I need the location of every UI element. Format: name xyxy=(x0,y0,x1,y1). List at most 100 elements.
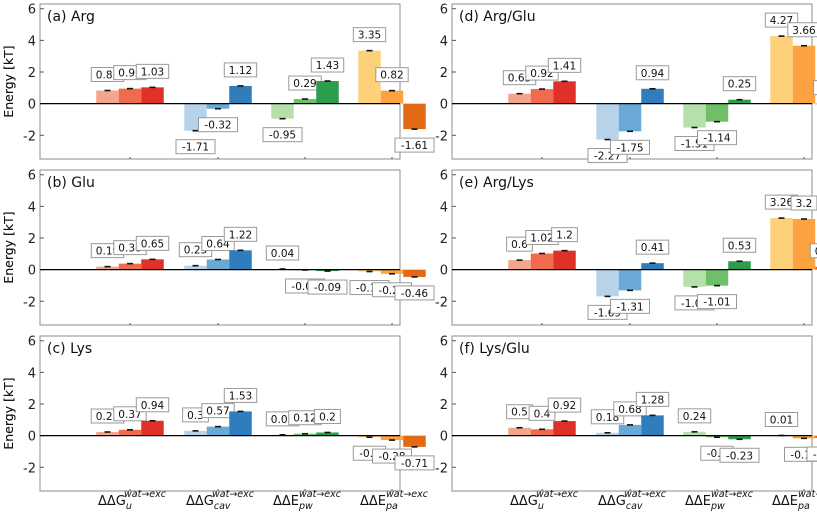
bar xyxy=(770,218,793,270)
bar xyxy=(380,435,404,441)
x-category-sup: wat→exc xyxy=(798,489,817,500)
x-category-sup: wat→exc xyxy=(124,489,167,500)
value-label: 0.6 xyxy=(511,239,528,251)
value-label: 1.41 xyxy=(553,60,576,72)
bar xyxy=(118,263,142,270)
value-label-box xyxy=(813,80,817,96)
bar xyxy=(596,269,619,297)
x-category-label: ΔΔEpw xyxy=(685,494,725,512)
x-category-main: ΔΔG xyxy=(186,494,214,509)
bar xyxy=(380,90,404,104)
value-label: 1.12 xyxy=(229,65,252,77)
value-label-box xyxy=(806,446,817,462)
value-label: -0.95 xyxy=(269,130,296,142)
value-label: 1.28 xyxy=(641,394,664,406)
y-tick-label: -2 xyxy=(23,461,36,476)
y-tick-label: 0 xyxy=(440,98,448,113)
bar xyxy=(96,432,119,436)
value-label: 0.18 xyxy=(815,246,817,258)
x-category-label: ΔΔEpa xyxy=(360,494,398,512)
x-category-label: ΔΔEpw xyxy=(273,494,313,512)
bar xyxy=(553,81,576,104)
bar xyxy=(705,103,729,122)
value-label-box xyxy=(722,237,757,253)
panel-title: (f) Lys/Glu xyxy=(459,341,530,357)
x-category-main: ΔΔG xyxy=(510,494,538,509)
value-label-box xyxy=(610,139,650,155)
x-category-sup: wat→exc xyxy=(711,489,754,500)
x-category-sup: wat→exc xyxy=(299,489,342,500)
value-label: -1.01 xyxy=(703,297,730,309)
bar xyxy=(358,50,381,104)
y-axis-label: Energy [kT] xyxy=(1,377,16,449)
bar xyxy=(705,269,729,286)
x-category-main: ΔΔG xyxy=(98,494,126,509)
value-label-box xyxy=(547,57,582,73)
value-label-box xyxy=(697,130,737,146)
value-label: 0.2 xyxy=(319,411,336,423)
y-tick-label: 4 xyxy=(440,366,448,381)
value-label: 3.2 xyxy=(796,198,813,210)
y-tick-label: 2 xyxy=(440,398,448,413)
y-axis-label: Energy [kT] xyxy=(1,211,16,283)
y-tick-label: -2 xyxy=(23,129,36,144)
value-label-box xyxy=(551,227,578,243)
value-label-box xyxy=(635,391,670,407)
bar xyxy=(206,103,230,109)
value-label: -1.71 xyxy=(182,142,209,154)
bar xyxy=(141,87,164,104)
bar xyxy=(316,432,339,436)
y-tick-label: 6 xyxy=(28,169,36,184)
bar xyxy=(618,269,642,291)
value-label-box xyxy=(787,22,817,38)
bar xyxy=(229,411,252,436)
value-label: 0.12 xyxy=(293,413,316,425)
bar xyxy=(508,93,531,104)
y-tick-label: 4 xyxy=(28,366,36,381)
bar xyxy=(530,429,554,436)
value-label: 3.66 xyxy=(792,25,816,37)
bar xyxy=(596,432,619,436)
bar xyxy=(271,103,294,119)
x-category-sub: u xyxy=(126,501,132,512)
value-label: 0.4 xyxy=(534,408,551,420)
bar xyxy=(683,103,706,128)
y-tick-label: 2 xyxy=(28,232,36,247)
bar xyxy=(792,45,816,104)
bar xyxy=(641,263,664,270)
y-tick-label: 2 xyxy=(440,66,448,81)
bar xyxy=(118,88,142,104)
value-label: 1.53 xyxy=(229,390,252,402)
bar xyxy=(229,85,252,104)
bar xyxy=(530,89,554,104)
value-label-box xyxy=(764,411,799,427)
x-category-main: ΔΔE xyxy=(772,494,798,509)
bar xyxy=(792,219,816,270)
x-category-main: ΔΔE xyxy=(360,494,386,509)
value-label: 3.35 xyxy=(358,30,381,42)
value-label-box xyxy=(610,298,650,314)
bar xyxy=(815,266,817,270)
value-label: -1.14 xyxy=(703,133,730,145)
bar xyxy=(508,260,531,270)
value-label-box xyxy=(547,397,582,413)
value-label: 0.94 xyxy=(641,68,665,80)
value-label: 0.57 xyxy=(206,406,229,418)
x-category-label: ΔΔGcav xyxy=(598,494,643,512)
bar xyxy=(141,420,164,436)
value-label: 0.25 xyxy=(728,79,751,91)
value-label: -0.71 xyxy=(401,458,428,470)
y-tick-label: 0 xyxy=(28,264,36,279)
x-category-sub: pw xyxy=(298,501,313,512)
value-label: 1.22 xyxy=(229,229,252,241)
value-label-box xyxy=(198,117,238,133)
y-tick-label: -2 xyxy=(435,461,448,476)
value-label: -0.09 xyxy=(314,282,341,294)
value-label-box xyxy=(223,387,258,403)
y-axis-label: Energy [kT] xyxy=(1,45,16,117)
value-label: 0.01 xyxy=(770,414,793,426)
value-label: -0.46 xyxy=(401,288,428,300)
bar xyxy=(293,433,317,436)
bar xyxy=(815,435,817,439)
value-label-box xyxy=(135,235,170,251)
